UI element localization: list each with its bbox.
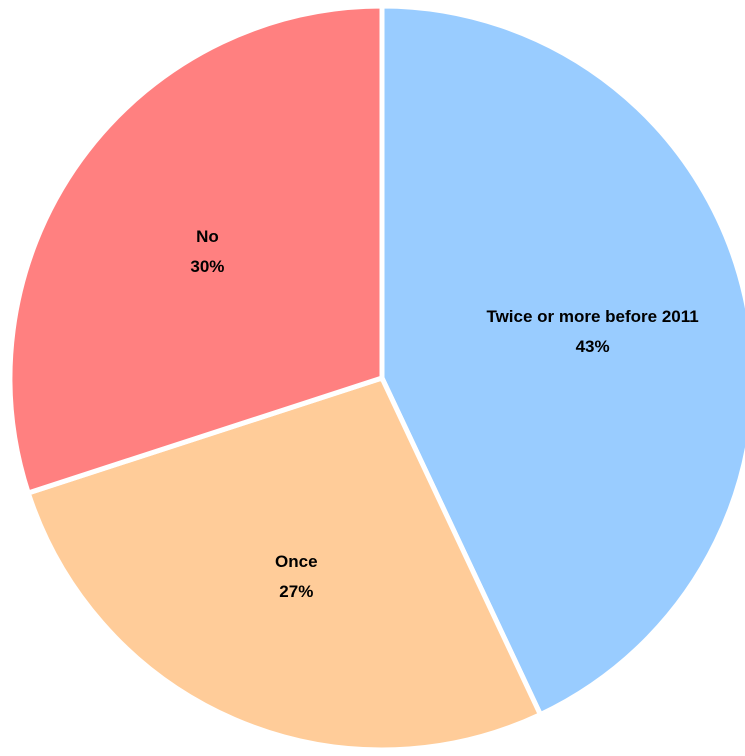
pie-slice-2 — [7, 3, 385, 496]
labels-layer: Twice or more before 2011 43% Once 27% No 30% — [190, 227, 698, 601]
slice-label-0: Twice or more before 2011 — [486, 307, 698, 326]
slice-value-2: 30% — [190, 257, 224, 276]
slice-value-0: 43% — [576, 337, 610, 356]
slices-layer — [7, 3, 745, 753]
slice-value-1: 27% — [279, 582, 313, 601]
pie-slice-1 — [25, 375, 543, 753]
slice-label-1: Once — [275, 552, 318, 571]
slice-label-2: No — [196, 227, 219, 246]
